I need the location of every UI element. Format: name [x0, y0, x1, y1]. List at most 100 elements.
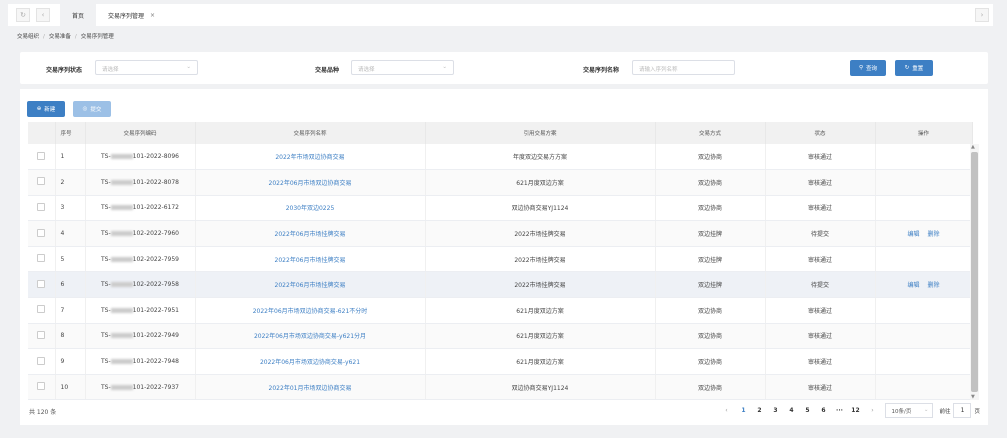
row-checkbox[interactable]	[37, 228, 46, 237]
redacted-mask	[110, 384, 133, 390]
row-checkbox[interactable]	[37, 356, 46, 365]
sequence-name-link[interactable]: 2022年01月市场双边协商交易	[268, 384, 352, 392]
row-status: 审核通过	[765, 195, 876, 222]
delete-link[interactable]: 删除	[927, 231, 940, 239]
code-prefix: TS-	[101, 332, 111, 340]
status-select[interactable]: 请选择 ⌄	[95, 60, 198, 75]
scrollbar-thumb[interactable]	[971, 152, 978, 392]
code-prefix: TS-	[101, 153, 111, 161]
sequence-name-link[interactable]: 2022年06月市场双边协商交易-y621	[259, 359, 361, 367]
page-button[interactable]: 12	[851, 407, 860, 414]
name-filter-label: 交易序列名称	[583, 67, 620, 74]
delete-link[interactable]: 删除	[927, 282, 940, 290]
row-status: 审核通过	[765, 144, 876, 171]
status-placeholder: 请选择	[102, 67, 119, 73]
code-suffix: 102-2022-7960	[132, 230, 179, 238]
sequence-name-link[interactable]: 2022年06月市场双边协商交易-y621分月	[253, 333, 367, 341]
tab-sequence-management[interactable]: 交易序列管理 ×	[96, 4, 168, 26]
sequence-name-link[interactable]: 2022年06月市场挂牌交易	[274, 231, 346, 239]
row-checkbox[interactable]	[37, 202, 46, 211]
redacted-mask	[110, 359, 133, 365]
page-button[interactable]: 1	[741, 407, 746, 414]
row-scheme: 621月度双边方案	[425, 169, 656, 196]
breadcrumb-item[interactable]: 交易准备	[48, 34, 71, 40]
row-checkbox-cell	[28, 374, 56, 401]
table-row: 2 TS- 101-2022-8078 2022年06月市场双边协商交易 621月…	[28, 169, 973, 196]
row-no: 4	[55, 220, 86, 247]
code-suffix: 101-2022-7949	[132, 332, 179, 340]
tab-label: 首页	[72, 12, 85, 20]
sequence-name-link[interactable]: 2030年双边0225	[285, 205, 335, 213]
submit-button[interactable]: ◎ 提交	[73, 101, 111, 117]
row-checkbox[interactable]	[37, 254, 46, 263]
sequence-name-link[interactable]: 2022年06月市场双边协商交易-621不分时	[252, 307, 368, 315]
row-checkbox[interactable]	[37, 151, 46, 160]
more-pages-button[interactable]: ···	[836, 407, 843, 414]
name-input[interactable]: 请输入序列名称	[632, 60, 735, 75]
chevron-down-icon: ⌄	[186, 64, 191, 70]
breadcrumb: 交易组织 / 交易准备 / 交易序列管理	[17, 34, 114, 40]
sequence-name-link[interactable]: 2022年06月市场挂牌交易	[274, 282, 346, 290]
row-name-cell: 2022年06月市场双边协商交易-y621	[195, 348, 426, 375]
close-icon[interactable]: ×	[150, 11, 156, 19]
sequence-name-link[interactable]: 2022年06月市场双边协商交易	[268, 179, 352, 187]
chevron-left-icon[interactable]: ‹	[36, 8, 50, 22]
sequence-name-link[interactable]: 2022年市场双边协商交易	[275, 154, 345, 162]
row-checkbox[interactable]	[37, 177, 46, 186]
row-checkbox[interactable]	[37, 305, 46, 314]
table-scrollbar[interactable]: ▲ ▼	[970, 144, 979, 400]
code-prefix: TS-	[101, 178, 111, 186]
row-actions	[875, 195, 973, 222]
new-button[interactable]: ⊕ 新建	[27, 101, 65, 117]
row-code: TS- 101-2022-7951	[85, 297, 196, 324]
code-prefix: TS-	[101, 306, 111, 314]
chevron-right-icon[interactable]: ›	[975, 8, 989, 22]
page-size-select[interactable]: 10条/页 ⌄	[885, 403, 934, 418]
edit-link[interactable]: 编辑	[907, 282, 920, 290]
reset-button[interactable]: ↻ 重置	[895, 60, 933, 76]
goto-page-input[interactable]: 1	[953, 403, 972, 418]
row-code: TS- 101-2022-6172	[85, 195, 196, 222]
next-page-button[interactable]: ›	[871, 407, 874, 414]
tab-home[interactable]: 首页	[60, 4, 97, 26]
select-all-column	[28, 122, 56, 144]
refresh-icon[interactable]: ↻	[16, 8, 30, 22]
prev-page-button[interactable]: ‹	[725, 407, 728, 414]
code-prefix: TS-	[101, 230, 111, 238]
variety-select[interactable]: 请选择 ⌄	[351, 60, 454, 75]
page-button[interactable]: 4	[789, 407, 794, 414]
breadcrumb-item[interactable]: 交易组织	[17, 34, 40, 40]
row-checkbox[interactable]	[37, 330, 46, 339]
row-method: 双边协商	[655, 348, 766, 375]
row-code: TS- 102-2022-7958	[85, 271, 196, 299]
scroll-up-icon[interactable]: ▲	[971, 144, 975, 150]
row-name-cell: 2022年06月市场挂牌交易	[195, 220, 426, 247]
table-row: 3 TS- 101-2022-6172 2030年双边0225 双边协商交易YJ1…	[28, 195, 973, 222]
page-button[interactable]: 6	[821, 407, 826, 414]
row-name-cell: 2022年06月市场双边协商交易-y621分月	[195, 323, 426, 350]
row-scheme: 621月度双边方案	[425, 348, 656, 375]
row-actions: 编辑 删除	[875, 220, 973, 247]
code-prefix: TS-	[101, 358, 111, 366]
redacted-mask	[110, 282, 133, 288]
page-button[interactable]: 3	[773, 407, 778, 414]
row-checkbox[interactable]	[37, 382, 46, 391]
search-button[interactable]: ⚲ 查询	[850, 60, 886, 76]
row-no: 1	[55, 144, 86, 171]
page-button[interactable]: 5	[805, 407, 810, 414]
row-no: 10	[55, 374, 86, 401]
code-prefix: TS-	[101, 383, 111, 391]
status-filter-label: 交易序列状态	[46, 67, 83, 74]
row-actions	[875, 374, 973, 401]
sequence-name-link[interactable]: 2022年06月市场挂牌交易	[274, 256, 346, 264]
header-status: 状态	[765, 122, 876, 144]
row-actions	[875, 144, 973, 171]
edit-link[interactable]: 编辑	[907, 231, 920, 239]
page-button[interactable]: 2	[757, 407, 762, 414]
new-label: 新建	[44, 107, 56, 113]
row-status: 审核通过	[765, 297, 876, 324]
row-checkbox[interactable]	[37, 279, 46, 288]
scroll-down-icon[interactable]: ▼	[971, 394, 975, 400]
code-suffix: 102-2022-7958	[132, 281, 179, 289]
row-status: 审核通过	[765, 348, 876, 375]
